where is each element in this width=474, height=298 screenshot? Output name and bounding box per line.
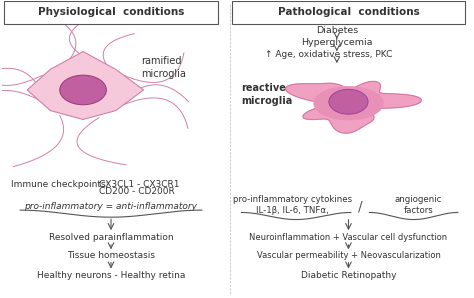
Text: pro-inflammatory = anti-inflammatory: pro-inflammatory = anti-inflammatory <box>25 202 198 211</box>
Text: Physiological  conditions: Physiological conditions <box>38 7 184 17</box>
Polygon shape <box>27 52 144 119</box>
Text: ↑ Age, oxidative stress, PKC: ↑ Age, oxidative stress, PKC <box>264 50 392 59</box>
Text: CX3CL1 - CX3CR1: CX3CL1 - CX3CR1 <box>100 180 180 189</box>
Text: Diabetic Retinopathy: Diabetic Retinopathy <box>301 271 396 280</box>
Text: CD200 - CD200R: CD200 - CD200R <box>100 187 175 196</box>
Text: Neuroinflammation + Vascular cell dysfunction: Neuroinflammation + Vascular cell dysfun… <box>249 233 447 242</box>
Text: Resolved parainflammation: Resolved parainflammation <box>49 233 173 242</box>
Circle shape <box>329 89 368 114</box>
Text: Hyperglycemia: Hyperglycemia <box>301 38 373 47</box>
Text: angiogenic
factors: angiogenic factors <box>395 195 442 215</box>
Polygon shape <box>314 87 383 119</box>
Text: Pathological  conditions: Pathological conditions <box>278 7 419 17</box>
Text: Tissue homeostasis: Tissue homeostasis <box>67 252 155 260</box>
FancyBboxPatch shape <box>232 1 465 24</box>
Text: ramified
microglia: ramified microglia <box>141 56 186 79</box>
Text: reactive
microglia: reactive microglia <box>241 83 292 106</box>
Text: /: / <box>358 200 363 214</box>
Text: Healthy neurons - Healthy retina: Healthy neurons - Healthy retina <box>37 271 185 280</box>
Polygon shape <box>286 81 421 133</box>
Text: pro-inflammatory cytokines
IL-1β, IL-6, TNFα,: pro-inflammatory cytokines IL-1β, IL-6, … <box>233 195 352 215</box>
Text: Vascular permeability + Neovascularization: Vascular permeability + Neovascularizati… <box>256 252 440 260</box>
Text: Diabetes: Diabetes <box>316 27 358 35</box>
Text: Immune checkpoints:: Immune checkpoints: <box>11 180 109 189</box>
FancyBboxPatch shape <box>4 1 218 24</box>
Circle shape <box>60 75 106 105</box>
